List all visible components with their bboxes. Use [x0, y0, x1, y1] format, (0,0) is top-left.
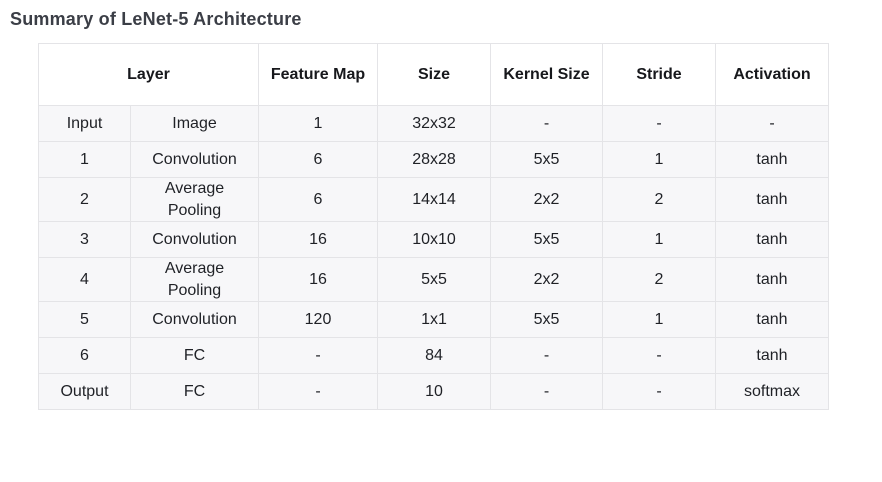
table-cell: 120	[258, 301, 378, 339]
header-cell-kernel-size: Kernel Size	[490, 43, 603, 106]
table-row: 4 Average Pooling 16 5x5 2x2 2 tanh	[38, 257, 829, 303]
header-cell-feature-map: Feature Map	[258, 43, 378, 106]
table-cell: 1	[602, 301, 716, 339]
table-cell: 1	[38, 141, 131, 178]
table-cell: 6	[38, 337, 131, 375]
table-cell: 5	[38, 301, 131, 339]
table-cell: 6	[258, 141, 378, 178]
table-cell: Convolution	[130, 301, 259, 339]
table-cell: 1	[602, 221, 716, 259]
table-row: 6 FC -84- - tanh	[38, 337, 829, 375]
table-cell: Convolution	[130, 221, 259, 259]
table-cell: 32x32	[377, 105, 491, 142]
table-cell: 10x10	[377, 221, 491, 259]
table-cell: -	[490, 105, 603, 142]
table-cell: -	[490, 337, 603, 375]
table-cell: Average Pooling	[130, 176, 259, 223]
table-cell: tanh	[715, 141, 829, 178]
header-row: Layer Feature Map Size Kernel Size Strid…	[38, 43, 829, 106]
table-cell: 5x5	[490, 301, 603, 339]
header-cell-activation: Activation	[715, 43, 829, 106]
table-cell: 2	[38, 176, 131, 223]
table-cell: -	[258, 373, 378, 411]
table-cell: tanh	[715, 221, 829, 259]
table-cell: 4	[38, 257, 131, 303]
table-cell: 16	[258, 221, 378, 259]
header-cell-layer: Layer	[38, 43, 259, 106]
table-cell: Input	[38, 105, 131, 142]
table-cell: FC	[130, 337, 259, 375]
header-cell-size: Size	[377, 43, 491, 106]
table-cell: 5x5	[377, 257, 491, 303]
table-cell: 14x14	[377, 176, 491, 223]
header-cell-stride: Stride	[602, 43, 716, 106]
table-cell: softmax	[715, 373, 829, 411]
table-row: 3 Convolution 16 10x10 5x5 1 tanh	[38, 221, 829, 259]
table-row: Output FC -10- - softmax	[38, 373, 829, 411]
table-body: Input Image 1 32x32- - -1 Convolution 6 28x28 5x5…	[38, 105, 829, 411]
table-cell: -	[602, 373, 716, 411]
table-cell: tanh	[715, 176, 829, 223]
table-cell: 84	[377, 337, 491, 375]
table-cell: Output	[38, 373, 131, 411]
table-cell: 3	[38, 221, 131, 259]
table-cell: Image	[130, 105, 259, 142]
table-cell: 16	[258, 257, 378, 303]
table-cell: 2x2	[490, 257, 603, 303]
table-cell: 2x2	[490, 176, 603, 223]
table-cell: 2	[602, 257, 716, 303]
table-cell: 6	[258, 176, 378, 223]
lenet5-architecture-table: Layer Feature Map Size Kernel Size Strid…	[38, 43, 829, 411]
table-row: 1 Convolution 6 28x28 5x5 1 tanh	[38, 141, 829, 178]
table-cell: 1x1	[377, 301, 491, 339]
table-row: 5 Convolution 120 1x1 5x5 1 tanh	[38, 301, 829, 339]
table-cell: 2	[602, 176, 716, 223]
table-cell: 10	[377, 373, 491, 411]
table-cell: tanh	[715, 301, 829, 339]
table-cell: 5x5	[490, 141, 603, 178]
table-cell: -	[602, 337, 716, 375]
table-cell: 5x5	[490, 221, 603, 259]
table-cell: tanh	[715, 337, 829, 375]
table-row: 2 Average Pooling 6 14x14 2x2 2 tanh	[38, 176, 829, 223]
table-cell: 1	[258, 105, 378, 142]
table-cell: -	[258, 337, 378, 375]
table-cell: -	[602, 105, 716, 142]
page-title: Summary of LeNet-5 Architecture	[10, 9, 302, 29]
table-cell: 28x28	[377, 141, 491, 178]
table-cell: FC	[130, 373, 259, 411]
table-cell: -	[715, 105, 829, 142]
table-row: Input Image 1 32x32- - -	[38, 105, 829, 142]
table-cell: Average Pooling	[130, 257, 259, 303]
table-cell: 1	[602, 141, 716, 178]
table-cell: -	[490, 373, 603, 411]
table-cell: Convolution	[130, 141, 259, 178]
table-cell: tanh	[715, 257, 829, 303]
table-header: Layer Feature Map Size Kernel Size Strid…	[38, 43, 829, 106]
